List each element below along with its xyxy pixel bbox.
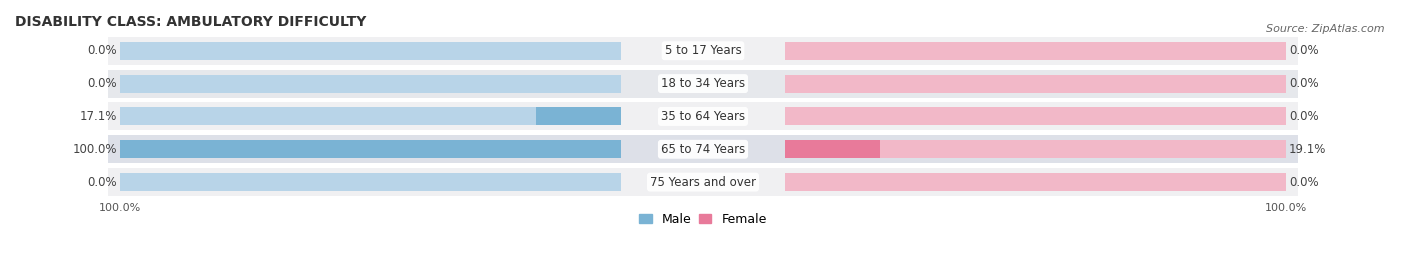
Text: 5 to 17 Years: 5 to 17 Years <box>665 44 741 57</box>
Text: 19.1%: 19.1% <box>1289 143 1326 156</box>
Bar <box>120 75 621 93</box>
Bar <box>785 140 1286 158</box>
Text: 0.0%: 0.0% <box>1289 77 1319 90</box>
Bar <box>785 107 1286 125</box>
Text: 100.0%: 100.0% <box>73 143 117 156</box>
Bar <box>108 102 1298 130</box>
Text: DISABILITY CLASS: AMBULATORY DIFFICULTY: DISABILITY CLASS: AMBULATORY DIFFICULTY <box>15 15 367 29</box>
Text: 35 to 64 Years: 35 to 64 Years <box>661 110 745 123</box>
Bar <box>120 140 621 158</box>
Text: 75 Years and over: 75 Years and over <box>650 176 756 189</box>
Text: 0.0%: 0.0% <box>1289 176 1319 189</box>
Text: 17.1%: 17.1% <box>80 110 117 123</box>
Bar <box>120 107 621 125</box>
Text: 0.0%: 0.0% <box>87 77 117 90</box>
Text: 0.0%: 0.0% <box>1289 110 1319 123</box>
Bar <box>785 42 1286 60</box>
Bar <box>536 107 621 125</box>
Bar <box>108 37 1298 65</box>
Bar <box>785 173 1286 191</box>
Bar <box>785 75 1286 93</box>
Text: 65 to 74 Years: 65 to 74 Years <box>661 143 745 156</box>
Bar <box>785 140 880 158</box>
Bar <box>108 135 1298 163</box>
Bar <box>108 70 1298 98</box>
Legend: Male, Female: Male, Female <box>637 210 769 228</box>
Bar <box>120 42 621 60</box>
Text: Source: ZipAtlas.com: Source: ZipAtlas.com <box>1267 24 1385 34</box>
Text: 0.0%: 0.0% <box>87 176 117 189</box>
Text: 0.0%: 0.0% <box>1289 44 1319 57</box>
Bar <box>120 173 621 191</box>
Bar <box>120 140 621 158</box>
Text: 0.0%: 0.0% <box>87 44 117 57</box>
Bar <box>108 168 1298 196</box>
Text: 18 to 34 Years: 18 to 34 Years <box>661 77 745 90</box>
